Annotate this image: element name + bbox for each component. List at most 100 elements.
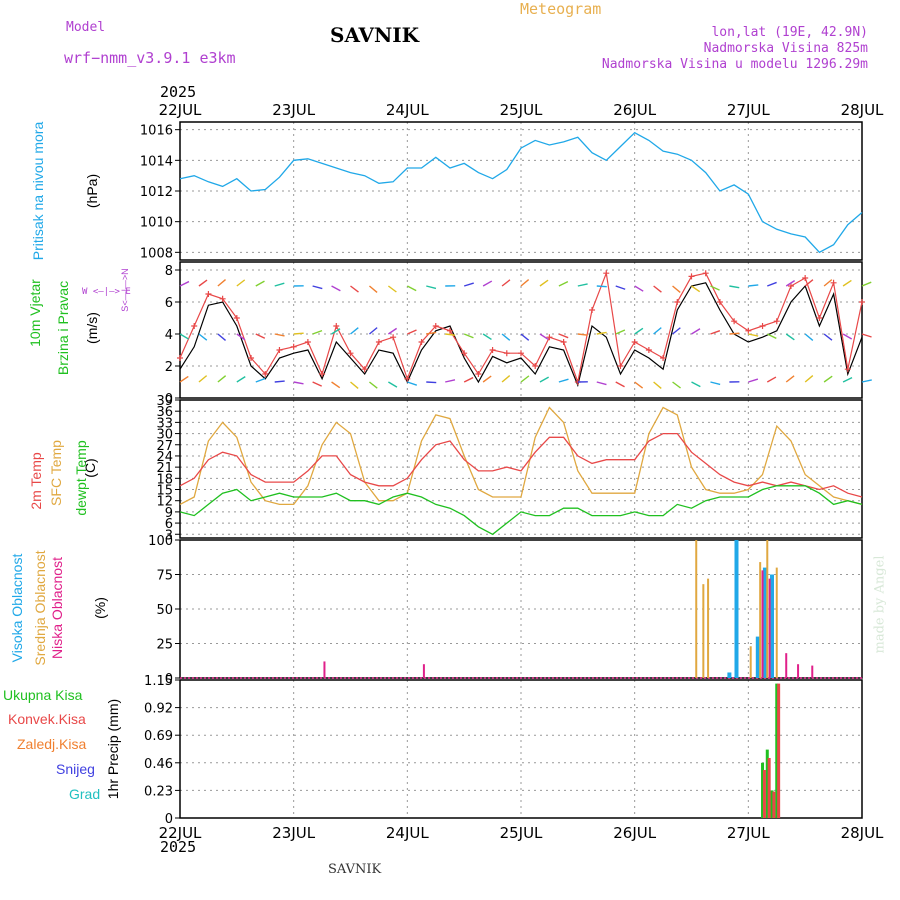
wind-direction-arrow — [785, 333, 795, 341]
wind-direction-arrow — [634, 285, 644, 292]
wind-direction-arrow — [520, 279, 530, 287]
y-tick-label: 33 — [156, 416, 173, 431]
page-title: SAVNIK — [330, 23, 420, 47]
wind-direction-arrow — [842, 333, 853, 340]
wind-direction-arrow — [842, 376, 853, 383]
cloud-bar — [707, 578, 710, 678]
wind-direction-arrow — [691, 285, 701, 293]
y-tick-label: 30 — [156, 428, 173, 443]
wind-direction-arrow — [748, 284, 759, 287]
wind-direction-arrow — [729, 285, 740, 289]
y-tick-label: 2 — [165, 360, 173, 375]
wind-gust-marker — [233, 315, 240, 321]
wind-direction-arrow — [501, 375, 511, 383]
x-tick-label-bottom: 25JUL — [500, 824, 543, 842]
wind-gust-marker — [688, 273, 695, 280]
x-tick-label-bottom: 26JUL — [613, 824, 656, 842]
precip-bar — [762, 770, 766, 818]
wind-gust-marker — [787, 283, 794, 289]
wind-gust-marker — [333, 323, 340, 329]
wind-direction-arrow — [748, 378, 759, 383]
wind-direction-arrow — [785, 280, 796, 287]
wind-direction-arrow — [387, 327, 398, 335]
temp2m-line — [179, 432, 863, 498]
x-tick-label-bottom: 27JUL — [727, 824, 770, 842]
wind-gust-marker — [773, 318, 780, 325]
wind-gust-marker — [759, 323, 766, 329]
wind-direction-arrow — [407, 381, 418, 386]
wind-direction-arrow — [596, 285, 607, 288]
wind-direction-arrow — [198, 375, 208, 383]
wind-direction-arrow — [198, 279, 208, 287]
wind-gust-marker — [518, 350, 524, 357]
y-tick-label: 27 — [156, 439, 173, 454]
precip-bar — [772, 791, 776, 818]
wind-gust-marker — [404, 375, 411, 382]
wind-gust-marker — [816, 315, 823, 321]
x-tick-label-top: 28JUL — [841, 101, 884, 119]
cloud-bar — [759, 562, 762, 678]
y-tick-label: 6 — [165, 296, 173, 311]
x-tick-label-bottom: 22JUL — [159, 824, 202, 842]
wind-gust-marker — [802, 275, 809, 281]
wind-direction-arrow — [861, 281, 872, 287]
wind-gust-marker — [219, 295, 226, 302]
wind-gust-marker — [546, 334, 553, 341]
wind-direction-arrow — [766, 376, 777, 383]
wind-direction-arrow — [653, 327, 662, 335]
wind-direction-arrow — [596, 331, 607, 335]
y-tick-label: 15 — [156, 484, 173, 499]
wind-direction-arrow — [634, 381, 644, 389]
legend-rain-strat: Zaledj.Kisa — [17, 736, 87, 752]
wind-gust-marker — [390, 334, 397, 341]
x-tick-label-top: 26JUL — [613, 101, 656, 119]
wind-gust-marker — [631, 339, 638, 345]
wind-gust-marker — [475, 371, 482, 377]
wind-direction-arrow — [482, 333, 492, 341]
wind-direction-arrow — [236, 279, 246, 287]
wind-direction-arrow — [387, 285, 397, 293]
wind-direction-arrow — [501, 333, 511, 341]
wind-direction-arrow — [577, 283, 588, 287]
wind-direction-arrow — [672, 285, 681, 293]
cloud-bar — [768, 578, 771, 678]
wind-direction-arrow — [710, 381, 721, 386]
wind-gust-marker — [461, 350, 468, 357]
precip-bar — [770, 790, 774, 818]
y-tick-label: 0 — [165, 812, 173, 827]
wind-direction-arrow — [312, 381, 322, 387]
x-tick-label-bottom: 24JUL — [386, 824, 429, 842]
wind-direction-arrow — [463, 282, 474, 287]
wind-gust-marker — [191, 323, 198, 329]
cloud-bar — [811, 665, 814, 678]
wind-direction-arrow — [615, 329, 626, 335]
cloud-bar — [797, 664, 800, 678]
wind-gust-marker — [830, 279, 837, 286]
wind-direction-arrow — [804, 279, 814, 287]
y-tick-label: 25 — [156, 638, 173, 653]
model-elevation-info: Nadmorska Visina u modelu 1296.29m — [601, 57, 868, 72]
wind-direction-arrow — [729, 332, 740, 335]
wind-direction-arrow — [445, 333, 456, 336]
y-tick-label: 4 — [165, 328, 173, 343]
x-tick-label-bottom: 23JUL — [272, 824, 315, 842]
y-tick-label: 1010 — [140, 216, 173, 231]
wind-gust-marker — [645, 347, 652, 353]
y-tick-label: 100 — [148, 534, 173, 549]
y-tick-label: 0.23 — [144, 784, 173, 799]
wind-direction-arrow — [861, 333, 872, 338]
wind-gust-marker — [276, 347, 283, 353]
cloud-bar — [775, 567, 778, 678]
wind-direction-arrow — [767, 281, 777, 287]
wind-direction-arrow — [331, 328, 341, 335]
precip-bar — [761, 762, 765, 818]
legend-rain-total: Ukupna Kisa — [3, 687, 83, 703]
y-tick-label: 12 — [156, 495, 173, 510]
wind-gust-marker — [489, 347, 496, 353]
wind-direction-arrow — [463, 376, 474, 383]
pressure-line — [179, 131, 863, 254]
y-tick-label: 3 — [165, 528, 173, 543]
wind-direction-arrow — [691, 381, 701, 388]
wind-gust-marker — [859, 299, 865, 305]
